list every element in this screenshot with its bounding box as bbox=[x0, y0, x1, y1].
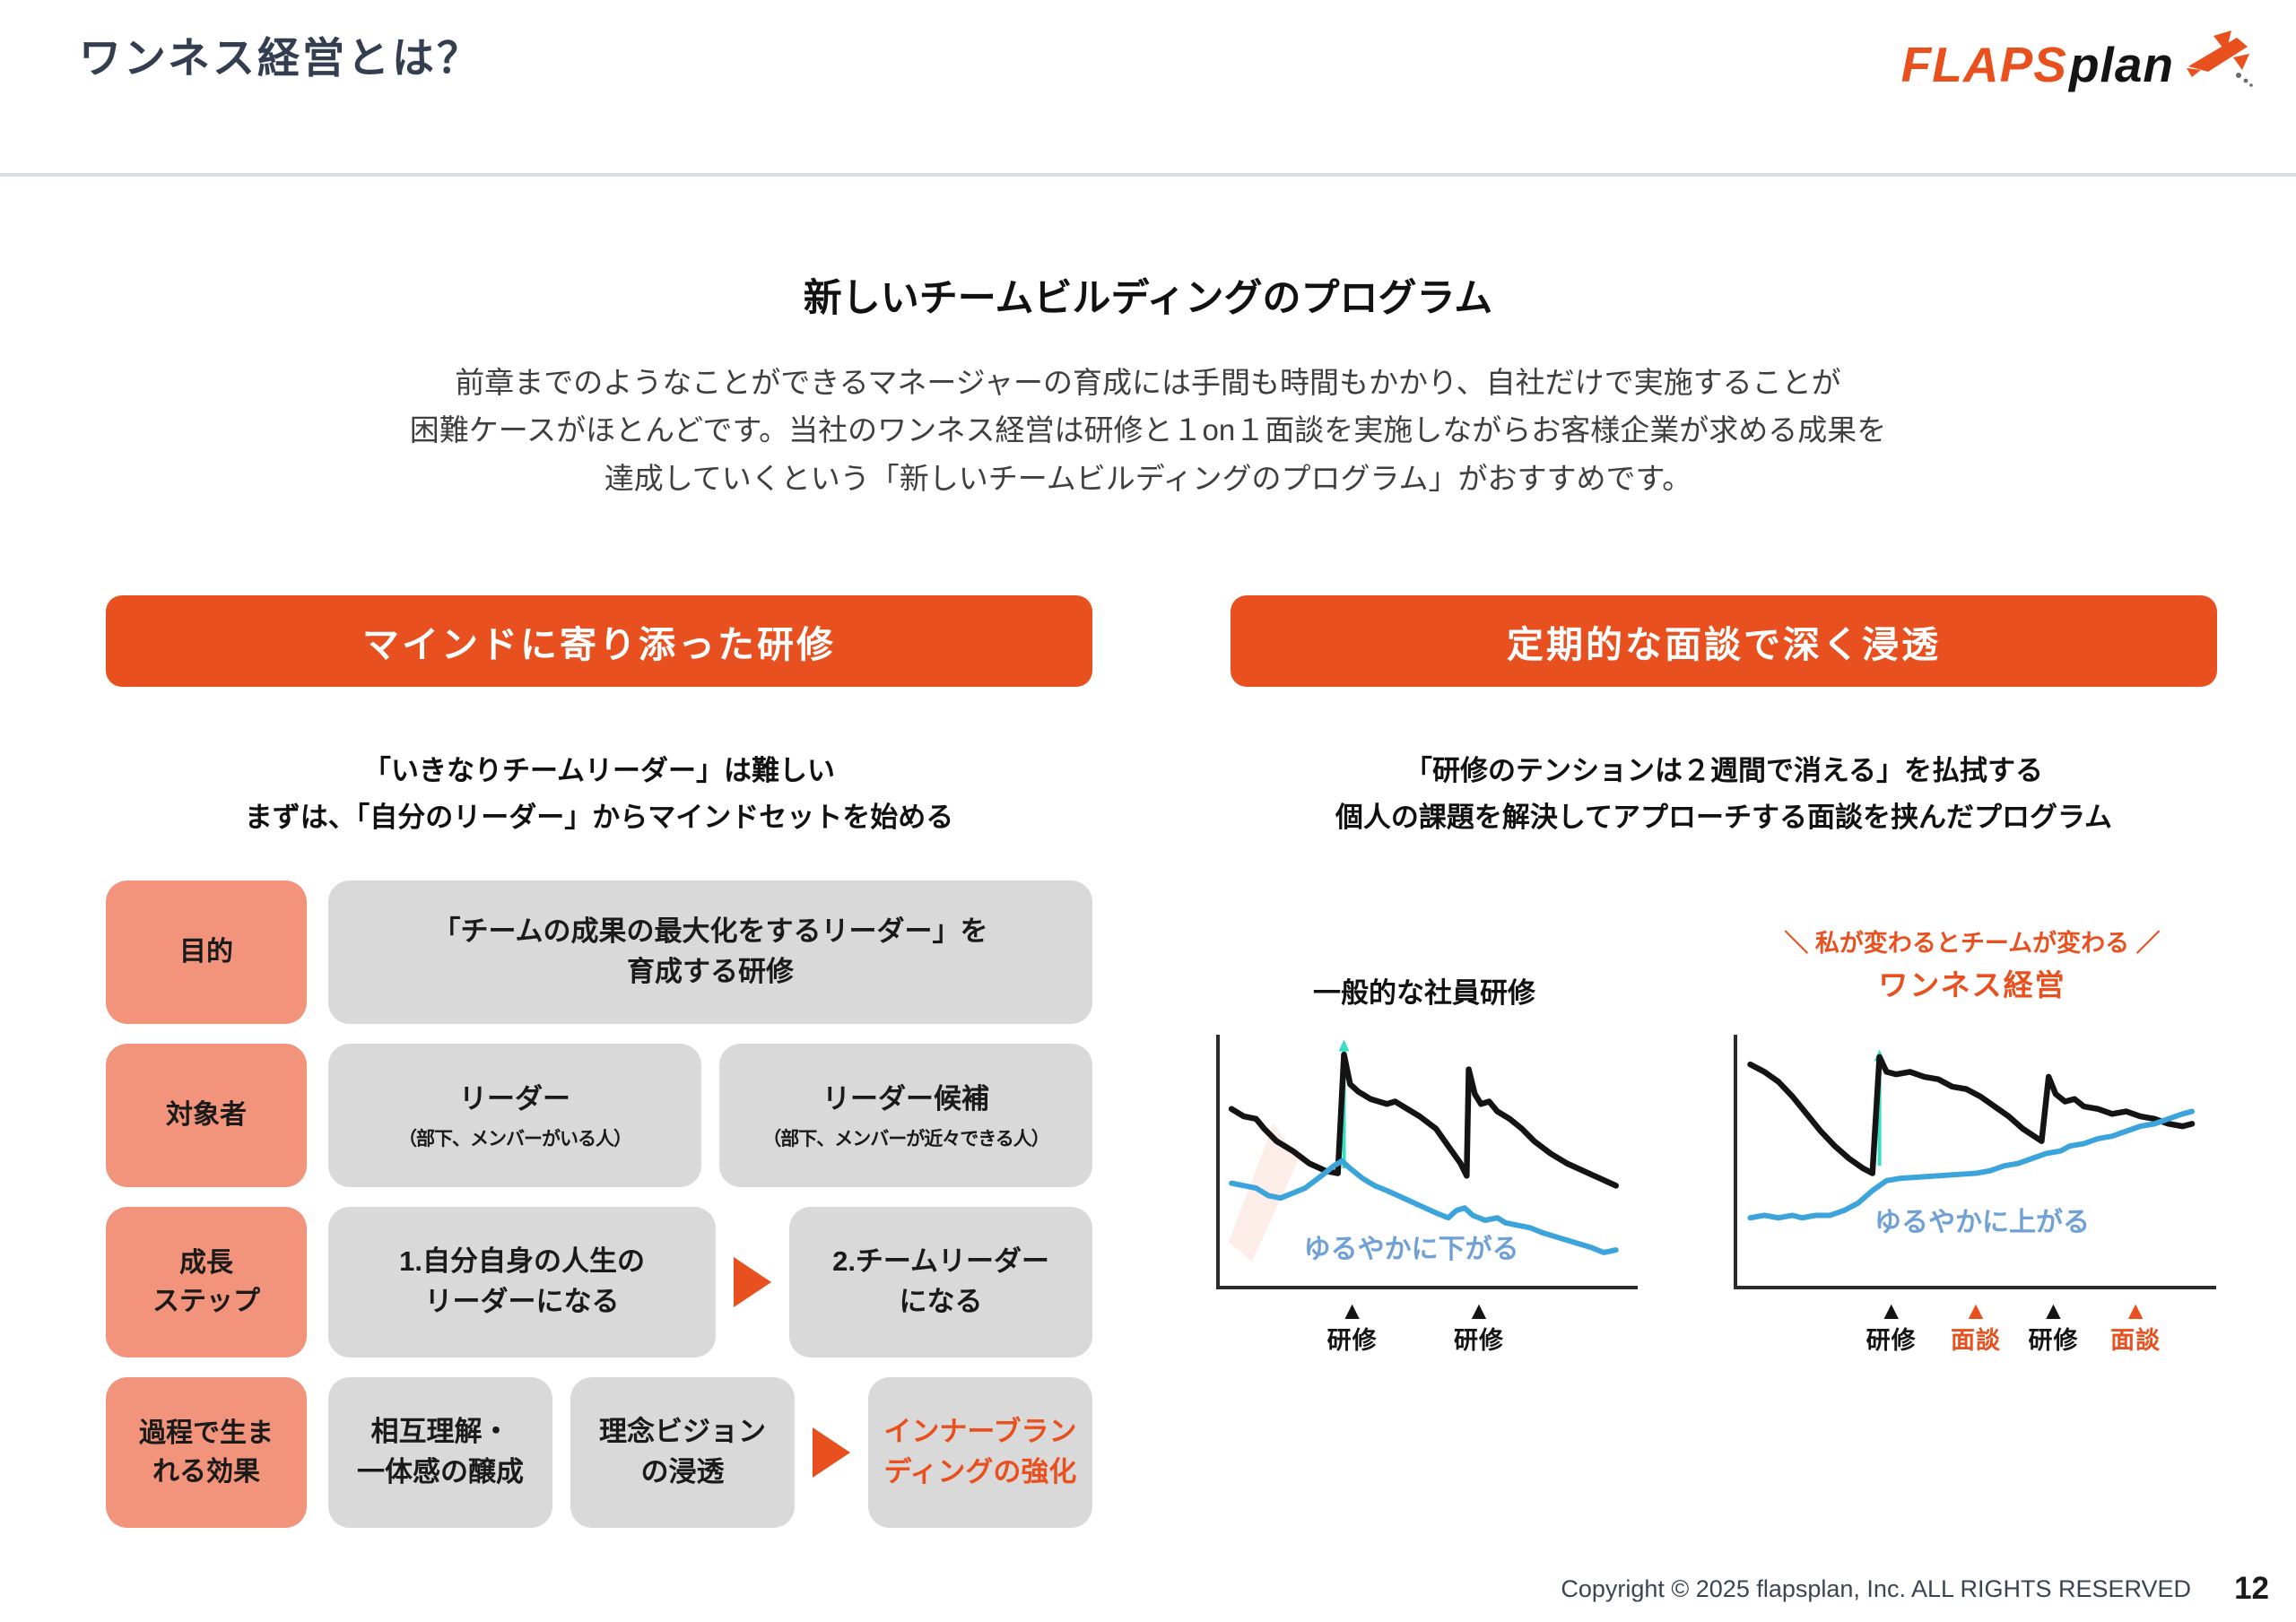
row-label: 過程で生ま れる効果 bbox=[106, 1377, 307, 1528]
triangle-marker-icon: ▲ bbox=[1963, 1297, 1988, 1324]
cell-text: 2.チームリーダー になる bbox=[832, 1245, 1050, 1317]
table-cell: 理念ビジョン の浸透 bbox=[570, 1377, 795, 1528]
chart2-markers: ▲ 研修 ▲ 面談 ▲ 研修 ▲ 面談 bbox=[1726, 1297, 2218, 1395]
table-row: 対象者 リーダー （部下、メンバーがいる人） リーダー候補 （部下、メンバーが近々できる… bbox=[106, 1044, 1092, 1187]
intro-line-1: 前章までのようなことができるマネージャーの育成には手間も時間もかかり、自社だけで… bbox=[455, 366, 1841, 399]
table-row: 過程で生ま れる効果 相互理解・ 一体感の醸成 理念ビジョン の浸透 インナーブラン … bbox=[106, 1377, 1092, 1528]
cell-text: インナーブラン ディングの強化 bbox=[883, 1416, 1077, 1488]
triangle-marker-icon: ▲ bbox=[2040, 1297, 2066, 1324]
left-subtitle: 「いきなりチームリーダー」は難しい まずは、「自分のリーダー」からマインドセット… bbox=[106, 748, 1092, 841]
intro-line-3: 達成していくという「新しいチームビルディングのプログラム」がおすすめです。 bbox=[604, 461, 1692, 495]
section-heading: 新しいチームビルディングのプログラム bbox=[803, 277, 1493, 320]
axis-marker-研修: ▲ 研修 bbox=[1327, 1297, 1378, 1355]
intro-line-2: 困難ケースがほとんどです。当社のワンネス経営は研修と１on１面談を実施しながらお… bbox=[409, 413, 1887, 447]
table-cell: リーダー （部下、メンバーがいる人） bbox=[328, 1044, 701, 1187]
chart1-canvas bbox=[1216, 1035, 1638, 1289]
page-number: 12 bbox=[2234, 1571, 2269, 1606]
marker-label: 研修 bbox=[1326, 1327, 1378, 1355]
chart1-annotation: ゆるやかに下がる bbox=[1303, 1235, 1519, 1264]
footer: Copyright © 2025 flapsplan, Inc. ALL RIG… bbox=[1561, 1571, 2269, 1607]
cell-text: 理念ビジョン の浸透 bbox=[599, 1416, 766, 1488]
banner-mind-training: マインドに寄り添った研修 bbox=[106, 595, 1092, 687]
left-subtitle-line-2: まずは、「自分のリーダー」からマインドセットを始める bbox=[244, 802, 954, 834]
banner-regular-interview: 定期的な面談で深く浸透 bbox=[1231, 595, 2217, 687]
marker-label: 研修 bbox=[2028, 1327, 2079, 1355]
arrow-right-icon bbox=[734, 1257, 772, 1307]
axis-marker-面談: ▲ 面談 bbox=[2110, 1297, 2161, 1355]
row-cells: リーダー （部下、メンバーがいる人） リーダー候補 （部下、メンバーが近々できる人） bbox=[328, 1044, 1092, 1187]
table-cell: 「チームの成果の最大化をするリーダー」を 育成する研修 bbox=[328, 880, 1092, 1024]
table-row: 目的 「チームの成果の最大化をするリーダー」を 育成する研修 bbox=[106, 880, 1092, 1024]
intro-paragraph: 前章までのようなことができるマネージャーの育成には手間も時間もかかり、自社だけで… bbox=[0, 359, 2296, 502]
cell-text: 「チームの成果の最大化をするリーダー」を 育成する研修 bbox=[432, 915, 988, 987]
table-cell: 1.自分自身の人生の リーダーになる bbox=[328, 1207, 717, 1357]
row-cells: 1.自分自身の人生の リーダーになる 2.チームリーダー になる bbox=[328, 1207, 1092, 1357]
marker-label: 面談 bbox=[2110, 1327, 2161, 1355]
row-cells: 相互理解・ 一体感の醸成 理念ビジョン の浸透 インナーブラン ディングの強化 bbox=[328, 1377, 1092, 1528]
right-subtitle: 「研修のテンションは２週間で消える」を払拭する 個人の課題を解決してアプローチす… bbox=[1231, 748, 2217, 841]
chart2-canvas bbox=[1734, 1035, 2216, 1289]
axis-marker-研修: ▲ 研修 bbox=[2028, 1297, 2078, 1355]
cell-text: リーダー候補 bbox=[822, 1082, 989, 1115]
right-subtitle-line-1: 「研修のテンションは２週間で消える」を払拭する bbox=[1404, 755, 2044, 786]
logo-plan-text: plan bbox=[2068, 37, 2174, 92]
header-divider bbox=[0, 173, 2296, 177]
row-label: 対象者 bbox=[106, 1044, 307, 1187]
chart1-markers: ▲ 研修 ▲ 研修 bbox=[1209, 1297, 1639, 1395]
chart2-title: ワンネス経営 bbox=[1878, 968, 2066, 1002]
airplane-icon bbox=[2187, 30, 2253, 87]
copyright-text: Copyright © 2025 flapsplan, Inc. ALL RIG… bbox=[1561, 1574, 2192, 1602]
cell-text: 相互理解・ 一体感の醸成 bbox=[357, 1416, 524, 1488]
triangle-marker-icon: ▲ bbox=[1339, 1297, 1365, 1324]
flapsplan-logo: FLAPS plan bbox=[1900, 30, 2257, 93]
axis-marker-研修: ▲ 研修 bbox=[1866, 1297, 1917, 1355]
table-cell: 相互理解・ 一体感の醸成 bbox=[328, 1377, 552, 1528]
table-cell: 2.チームリーダー になる bbox=[789, 1207, 1092, 1357]
table-cell: リーダー候補 （部下、メンバーが近々できる人） bbox=[719, 1044, 1092, 1187]
row-label: 目的 bbox=[106, 880, 307, 1024]
left-subtitle-line-1: 「いきなりチームリーダー」は難しい bbox=[362, 755, 836, 786]
chart1-title: 一般的な社員研修 bbox=[1313, 977, 1535, 1009]
triangle-marker-icon: ▲ bbox=[1466, 1297, 1492, 1324]
cell-subtext: （部下、メンバーがいる人） bbox=[398, 1129, 632, 1150]
logo-flaps-text: FLAPS bbox=[1900, 37, 2067, 92]
cell-text: 1.自分自身の人生の リーダーになる bbox=[399, 1245, 645, 1317]
row-cells: 「チームの成果の最大化をするリーダー」を 育成する研修 bbox=[328, 880, 1092, 1024]
marker-label: 研修 bbox=[1866, 1327, 1917, 1355]
marker-label: 面談 bbox=[1951, 1327, 2001, 1355]
triangle-marker-icon: ▲ bbox=[1878, 1297, 1904, 1324]
chart2-annotation: ゆるやかに上がる bbox=[1874, 1208, 2090, 1237]
cell-subtext: （部下、メンバーが近々できる人） bbox=[762, 1129, 1050, 1150]
table-cell: インナーブラン ディングの強化 bbox=[868, 1377, 1092, 1528]
cell-text: リーダー bbox=[459, 1082, 570, 1115]
page-title: ワンネス経営とは？ bbox=[79, 34, 483, 82]
right-subtitle-line-2: 個人の課題を解決してアプローチする面談を挟んだプログラム bbox=[1335, 802, 2113, 834]
row-label: 成長 ステップ bbox=[106, 1207, 307, 1357]
axis-marker-研修: ▲ 研修 bbox=[1454, 1297, 1504, 1355]
axis-marker-面談: ▲ 面談 bbox=[1951, 1297, 2001, 1355]
arrow-right-icon bbox=[813, 1427, 850, 1478]
table-row: 成長 ステップ 1.自分自身の人生の リーダーになる 2.チームリーダー になる bbox=[106, 1207, 1092, 1357]
triangle-marker-icon: ▲ bbox=[2123, 1297, 2149, 1324]
program-table: 目的 「チームの成果の最大化をするリーダー」を 育成する研修対象者 リーダー （部下、… bbox=[106, 880, 1092, 1528]
chart2-tagline: ＼ 私が変わるとチームが変わる ／ bbox=[1784, 930, 2161, 957]
marker-label: 研修 bbox=[1454, 1327, 1504, 1355]
chart-general-training: ゆるやかに下がる bbox=[1209, 1031, 1639, 1300]
chart-oneness-management: ゆるやかに上がる bbox=[1726, 1031, 2218, 1300]
